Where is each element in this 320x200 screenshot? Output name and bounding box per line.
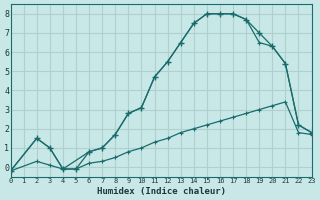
X-axis label: Humidex (Indice chaleur): Humidex (Indice chaleur) <box>97 187 226 196</box>
